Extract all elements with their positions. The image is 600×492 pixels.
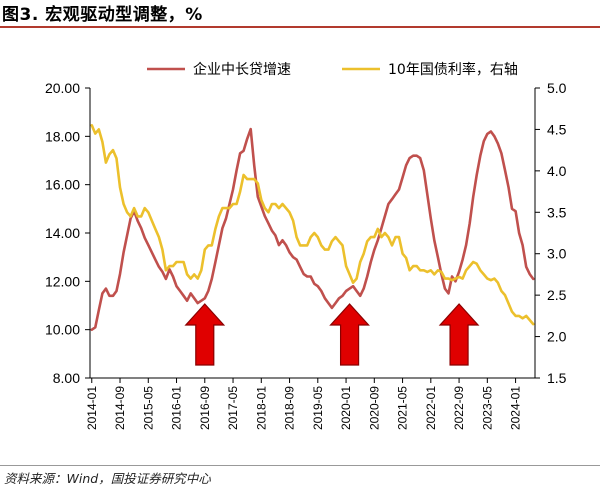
up-arrow-annotation (438, 303, 480, 366)
right-tick-label: 2.5 (547, 287, 567, 303)
x-tick-label: 2023-05 (480, 386, 494, 430)
x-tick-label: 2014-01 (85, 386, 99, 430)
right-tick-label: 1.5 (547, 370, 567, 386)
x-tick-label: 2016-01 (170, 386, 184, 430)
line-chart: 8.00 10.00 12.00 14.00 16.00 18.00 20.00 1.5 2.0… (45, 61, 567, 430)
source-note: 资料来源：Wind，国投证券研究中心 (4, 471, 211, 486)
x-tick-label: 2020-01 (339, 386, 353, 430)
x-tick-label: 2022-01 (424, 386, 438, 430)
x-tick-label: 2014-09 (113, 386, 127, 430)
x-tick-label: 2018-01 (254, 386, 268, 430)
figure-title: 图3. 宏观驱动型调整，% (2, 5, 203, 25)
left-tick-label: 20.00 (45, 80, 80, 96)
left-tick-label: 10.00 (45, 322, 80, 338)
left-tick-label: 16.00 (45, 177, 80, 193)
right-tick-label: 4.0 (547, 163, 567, 179)
legend-label: 10年国债利率，右轴 (388, 61, 518, 78)
x-tick-label: 2018-09 (283, 386, 297, 430)
right-tick-label: 2.0 (547, 329, 567, 345)
left-tick-label: 18.00 (45, 128, 80, 144)
left-tick-label: 8.00 (53, 370, 80, 386)
x-tick-label: 2020-09 (367, 386, 381, 430)
x-tick-label: 2021-05 (396, 386, 410, 430)
source-rule (0, 465, 600, 466)
legend-label: 企业中长贷增速 (193, 61, 291, 78)
up-arrow-annotation (329, 303, 370, 366)
right-tick-label: 5.0 (547, 80, 567, 96)
right-tick-label: 4.5 (547, 121, 567, 137)
x-tick-label: 2017-05 (226, 386, 240, 430)
x-tick-label: 2019-05 (311, 386, 325, 430)
series-line-bond-yield (90, 124, 535, 326)
title-rule (0, 26, 600, 28)
x-tick-label: 2016-09 (198, 386, 212, 430)
x-tick-label: 2022-09 (452, 386, 466, 430)
x-tick-label: 2015-05 (141, 386, 155, 430)
series-line-loan-growth (90, 127, 535, 331)
left-tick-label: 12.00 (45, 273, 80, 289)
left-tick-label: 14.00 (45, 225, 80, 241)
right-tick-label: 3.0 (547, 246, 567, 262)
up-arrow-annotation (184, 303, 226, 366)
x-tick-label: 2024-01 (509, 386, 523, 430)
right-tick-label: 3.5 (547, 204, 567, 220)
